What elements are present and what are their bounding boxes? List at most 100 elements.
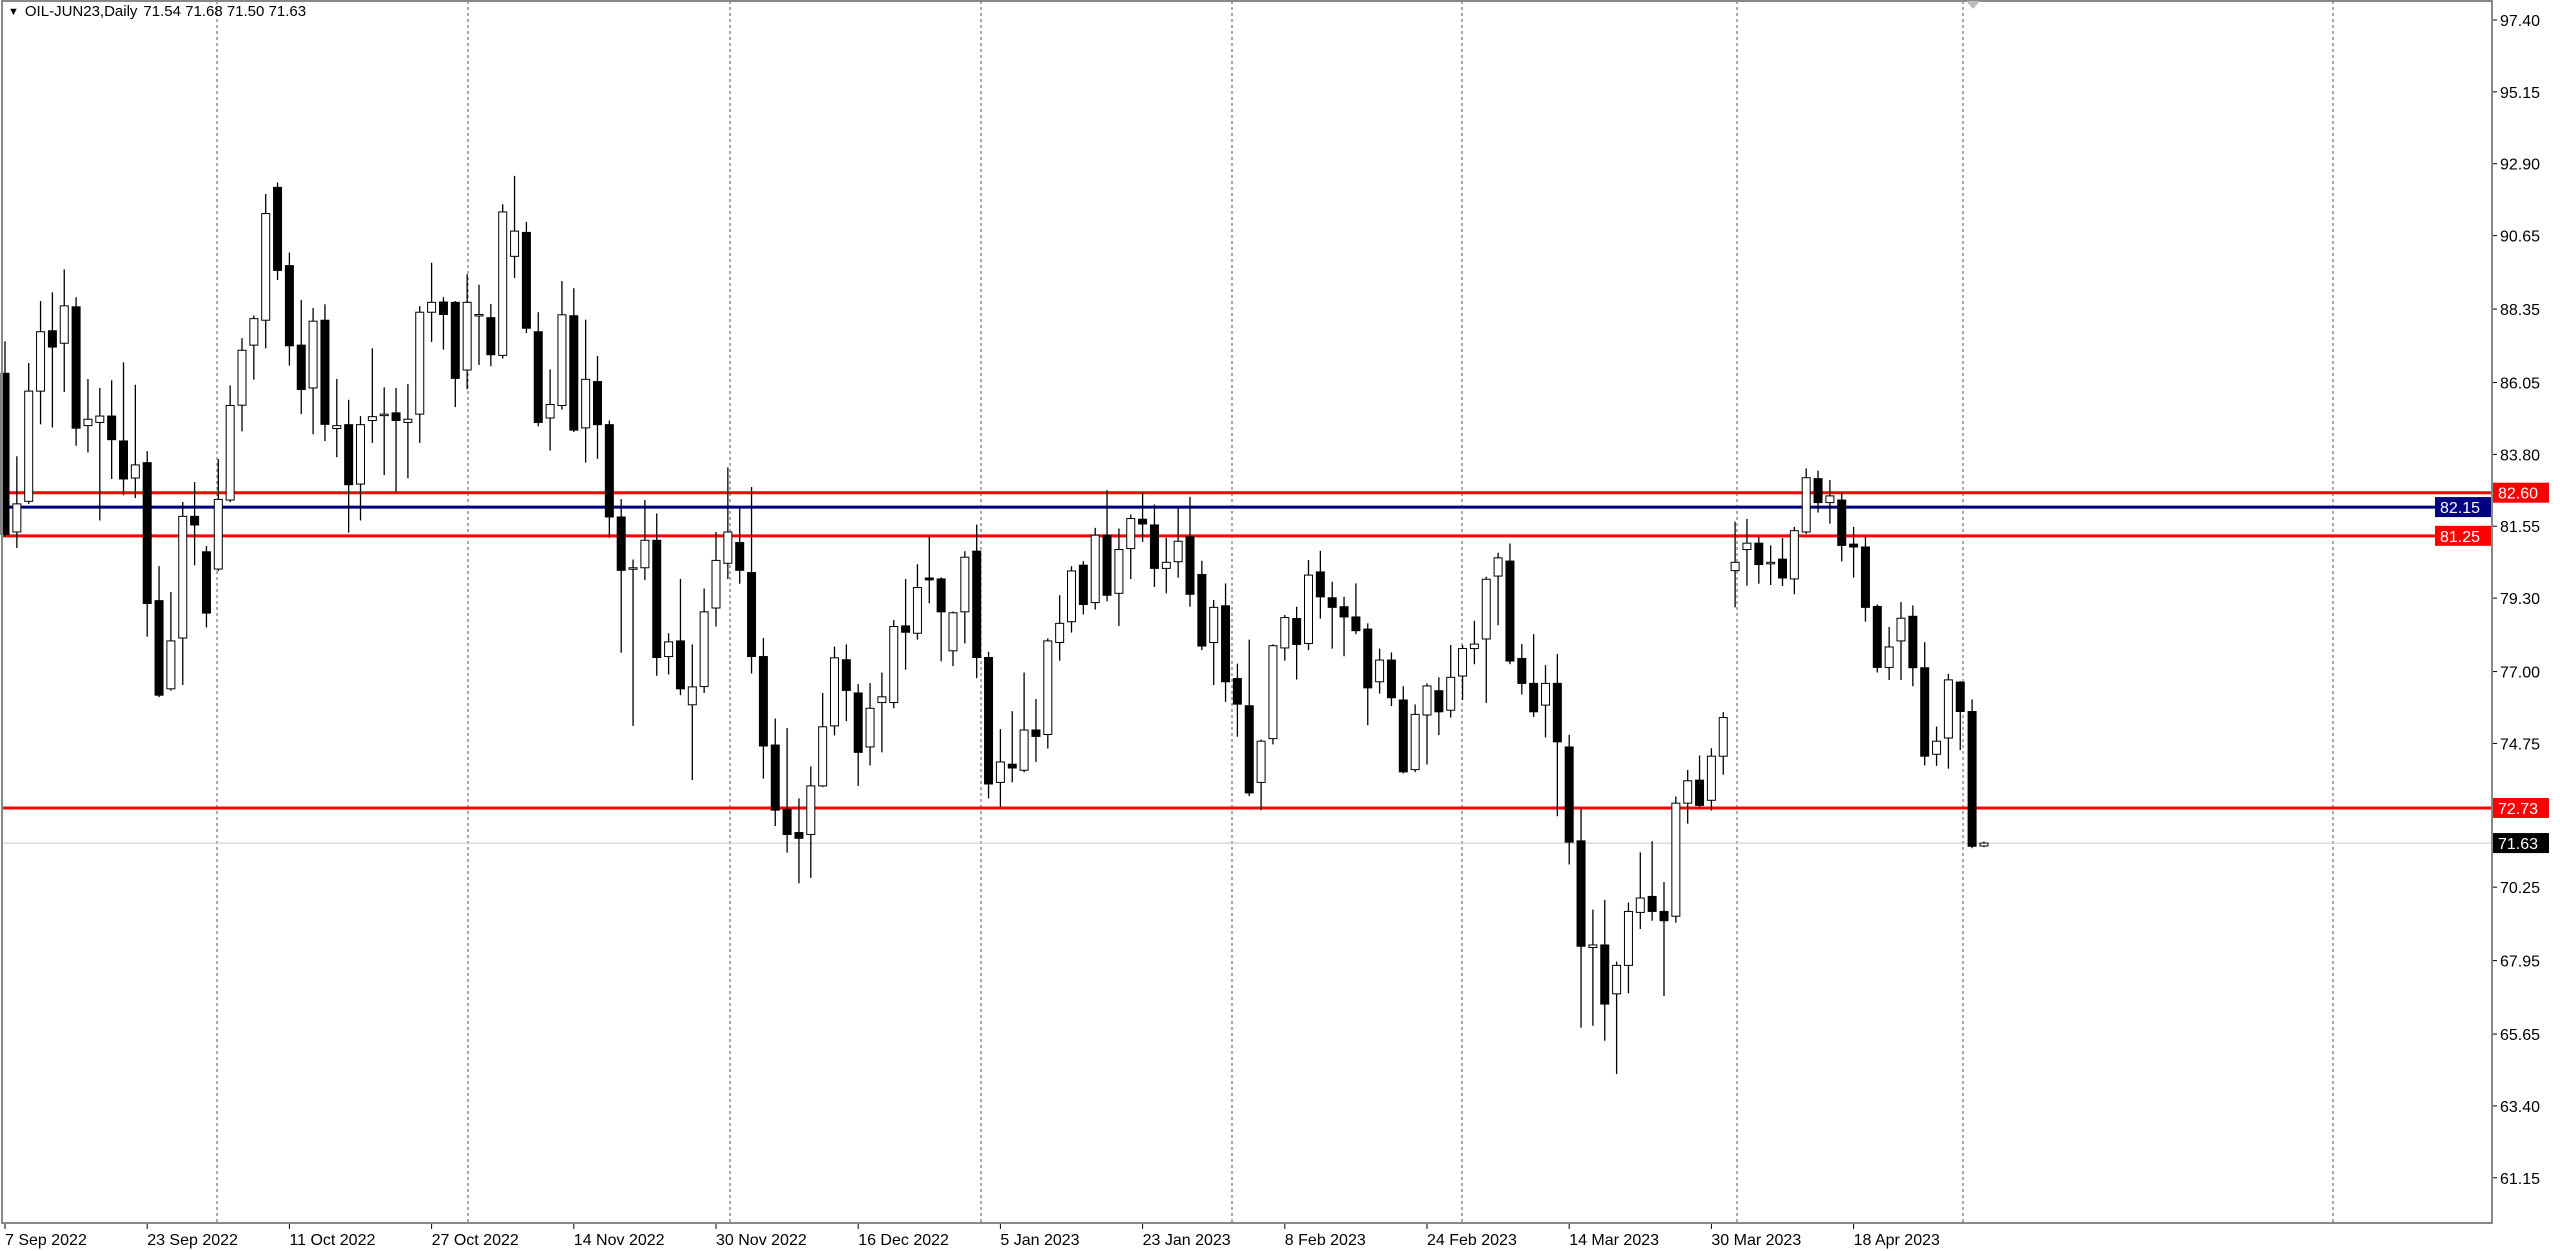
x-tick-label: 23 Jan 2023: [1143, 1232, 1231, 1249]
x-tick-label: 14 Nov 2022: [574, 1232, 665, 1249]
candle-body-bullish: [379, 413, 389, 417]
candle-body-bearish: [391, 412, 401, 422]
candle: [1102, 490, 1112, 602]
candle-body-bullish: [830, 657, 839, 727]
candle-body-bearish: [1339, 606, 1349, 618]
y-tick-label: 79.30: [2500, 591, 2540, 608]
candle-body-bullish: [995, 761, 1005, 783]
candle-body-bearish: [1315, 571, 1325, 598]
candle-body-bullish: [415, 311, 425, 415]
candle: [379, 387, 389, 476]
candle: [1955, 681, 1965, 751]
chart-shift-marker-icon[interactable]: [1966, 1, 1980, 9]
candle-body-bullish: [332, 425, 342, 430]
candle: [1600, 899, 1610, 1041]
candle-body-bearish: [190, 515, 200, 526]
candle-body-bullish: [59, 305, 69, 344]
candle: [1351, 583, 1361, 635]
candle: [261, 194, 271, 349]
price-tag-label: 81.25: [2440, 529, 2480, 546]
candle: [296, 300, 306, 415]
candle-body-bullish: [1114, 549, 1124, 594]
candle: [1920, 642, 1930, 766]
price-tag-background: [2493, 797, 2549, 818]
candle: [1908, 605, 1918, 687]
candle-body-bearish: [1185, 536, 1195, 595]
candle: [1161, 537, 1171, 594]
candle-body-bearish: [569, 315, 579, 431]
candle: [782, 728, 792, 853]
candle-body-bearish: [320, 319, 330, 425]
candle: [356, 416, 365, 521]
candle: [1481, 576, 1491, 703]
candle-body-bullish: [498, 211, 508, 356]
x-tick-label: 7 Sep 2022: [5, 1232, 87, 1249]
candle-body-bullish: [1742, 542, 1752, 551]
candle: [1718, 712, 1728, 775]
candle: [1825, 479, 1835, 524]
candle-body-bearish: [1351, 616, 1361, 632]
x-tick-label: 16 Dec 2022: [858, 1232, 949, 1249]
candle-body-bullish: [1268, 645, 1278, 740]
candle: [972, 524, 982, 679]
y-tick-label: 83.80: [2500, 447, 2540, 464]
candle: [581, 319, 591, 463]
candle: [984, 651, 994, 799]
candle-body-bullish: [1943, 679, 1953, 739]
candle-body-bearish: [1647, 895, 1657, 912]
candle: [130, 384, 140, 499]
candle-body-bearish: [616, 516, 626, 571]
candle: [1493, 552, 1503, 626]
candle: [438, 297, 448, 350]
x-tick-label: 11 Oct 2022: [289, 1232, 375, 1249]
candle-body-bullish: [130, 464, 140, 479]
candle: [1280, 615, 1290, 661]
candle: [1766, 545, 1776, 586]
candle: [1268, 644, 1278, 745]
candle-body-bearish: [1244, 705, 1254, 794]
candle: [154, 566, 164, 698]
candle-body-bullish: [1493, 557, 1503, 577]
candle: [1007, 711, 1017, 783]
candle-body-bullish: [1825, 495, 1835, 504]
candle: [830, 646, 839, 736]
candle: [1422, 683, 1432, 765]
candle: [865, 683, 875, 766]
y-tick-label: 74.75: [2500, 736, 2540, 753]
price-tag-background: [2493, 833, 2549, 854]
x-tick-label: 23 Sep 2022: [147, 1232, 238, 1249]
candle: [1505, 543, 1515, 665]
candle: [593, 355, 602, 459]
candle-body-bearish: [533, 331, 543, 423]
y-tick-label: 88.35: [2500, 302, 2540, 319]
candle-body-bearish: [924, 577, 934, 581]
candle: [95, 387, 105, 521]
candle-body-bullish: [1884, 646, 1894, 668]
candle-body-bullish: [249, 318, 259, 346]
candle-body-bearish: [1292, 618, 1302, 645]
candle: [249, 315, 259, 380]
triangle-down-icon[interactable]: ▼: [8, 5, 19, 18]
candle: [1304, 560, 1313, 651]
candle-body-bullish: [1541, 682, 1550, 706]
price-tag: 81.25: [2435, 525, 2491, 546]
candle-body-bearish: [1920, 667, 1930, 757]
candle-body-bearish: [1849, 543, 1859, 548]
candle: [12, 456, 22, 548]
candle-body-bullish: [1410, 713, 1420, 771]
candle: [545, 369, 555, 451]
y-tick-label: 63.40: [2500, 1099, 2540, 1116]
candle: [1458, 645, 1468, 700]
time-axis[interactable]: 7 Sep 2022 23 Sep 2022 11 Oct 2022 27 Oct 2…: [4, 1223, 1940, 1249]
candle-body-bullish: [664, 641, 674, 658]
candle: [616, 499, 626, 653]
candle-body-bearish: [1434, 690, 1444, 713]
horizontal-level-lines[interactable]: [2, 491, 2492, 844]
candle: [344, 399, 354, 533]
candle: [569, 288, 579, 433]
candle-body-bearish: [344, 424, 354, 486]
price-tag: 72.73: [2493, 797, 2549, 818]
candle: [675, 578, 685, 696]
candle-body-bearish: [119, 440, 128, 480]
